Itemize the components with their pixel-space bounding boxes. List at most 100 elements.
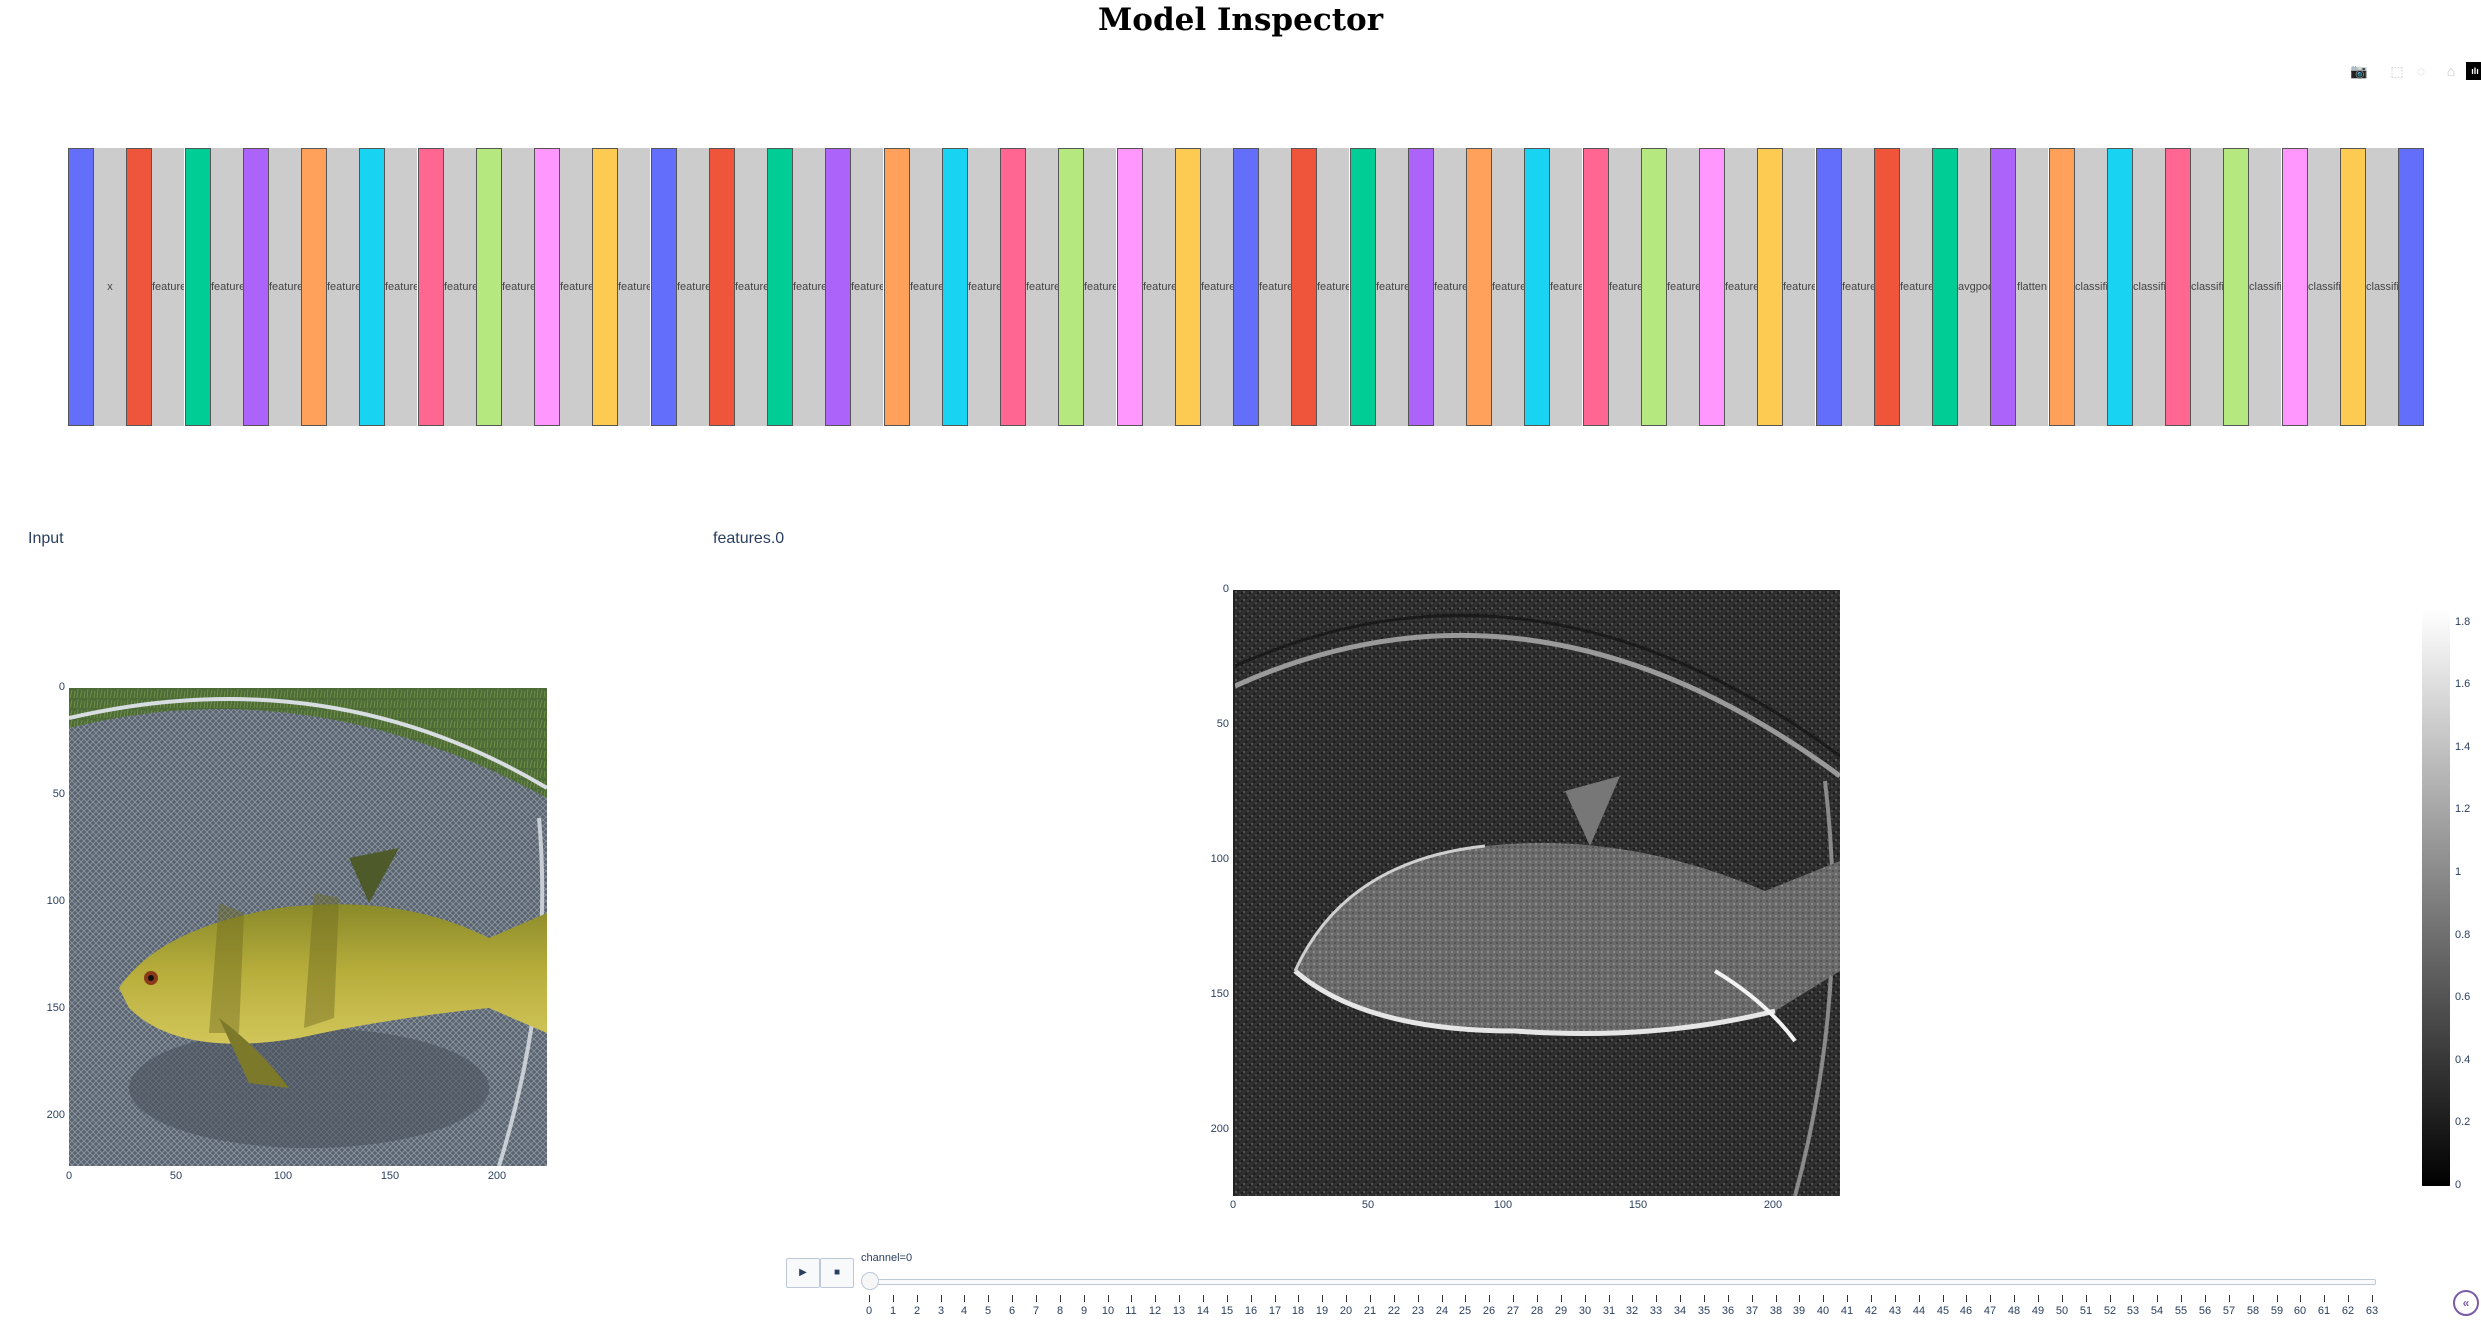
slider-step-label[interactable]: 32: [1625, 1305, 1639, 1317]
layer-label[interactable]: features.21: [1376, 148, 1408, 426]
layer-label[interactable]: classifier.2: [2191, 148, 2223, 426]
layer-label[interactable]: features.5: [444, 148, 476, 426]
layer-label[interactable]: features.11: [793, 148, 825, 426]
layer-label[interactable]: features.22: [1434, 148, 1466, 426]
layer-node-6[interactable]: [418, 148, 444, 426]
layer-label[interactable]: features.29: [1842, 148, 1874, 426]
slider-step-label[interactable]: 41: [1840, 1305, 1854, 1317]
layer-node-14[interactable]: [884, 148, 910, 426]
slider-step-label[interactable]: 4: [960, 1305, 968, 1317]
slider-step-label[interactable]: 48: [2007, 1305, 2021, 1317]
slider-step-label[interactable]: 45: [1936, 1305, 1950, 1317]
layer-label[interactable]: features.16: [1084, 148, 1116, 426]
slider-step-label[interactable]: 49: [2031, 1305, 2045, 1317]
slider-step-label[interactable]: 50: [2055, 1305, 2069, 1317]
layer-label[interactable]: features.23: [1492, 148, 1524, 426]
layer-node-22[interactable]: [1350, 148, 1376, 426]
layer-label[interactable]: features.15: [1026, 148, 1058, 426]
layer-node-2[interactable]: [185, 148, 211, 426]
slider-step-label[interactable]: 17: [1268, 1305, 1282, 1317]
slider-step-label[interactable]: 56: [2198, 1305, 2212, 1317]
slider-step-label[interactable]: 34: [1673, 1305, 1687, 1317]
layer-node-40[interactable]: [2398, 148, 2424, 426]
slider-step-label[interactable]: 25: [1458, 1305, 1472, 1317]
layer-label[interactable]: features.6: [502, 148, 534, 426]
layer-node-37[interactable]: [2223, 148, 2249, 426]
layer-node-16[interactable]: [1000, 148, 1026, 426]
layer-label[interactable]: features.18: [1201, 148, 1233, 426]
layer-node-28[interactable]: [1699, 148, 1725, 426]
layer-label[interactable]: features.1: [211, 148, 243, 426]
slider-step-label[interactable]: 29: [1554, 1305, 1568, 1317]
layer-node-24[interactable]: [1466, 148, 1492, 426]
layer-node-33[interactable]: [1990, 148, 2016, 426]
home-icon[interactable]: ⌂: [2446, 63, 2456, 79]
layer-label[interactable]: features.2: [269, 148, 301, 426]
slider-step-label[interactable]: 53: [2126, 1305, 2140, 1317]
layer-node-25[interactable]: [1524, 148, 1550, 426]
layer-label[interactable]: features.28: [1783, 148, 1815, 426]
lasso-icon[interactable]: ◌: [2416, 63, 2426, 79]
layer-node-4[interactable]: [301, 148, 327, 426]
layer-label[interactable]: classifier.3: [2249, 148, 2281, 426]
layer-node-1[interactable]: [126, 148, 152, 426]
layer-node-8[interactable]: [534, 148, 560, 426]
layer-label[interactable]: x: [94, 148, 126, 426]
slider-step-label[interactable]: 36: [1721, 1305, 1735, 1317]
slider-step-label[interactable]: 42: [1864, 1305, 1878, 1317]
channel-slider-grip[interactable]: [861, 1272, 879, 1290]
layer-label[interactable]: avgpool: [1958, 148, 1990, 426]
slider-step-label[interactable]: 60: [2293, 1305, 2307, 1317]
layer-label[interactable]: features.27: [1725, 148, 1757, 426]
slider-step-label[interactable]: 14: [1196, 1305, 1210, 1317]
layer-node-21[interactable]: [1291, 148, 1317, 426]
slider-step-label[interactable]: 1: [889, 1305, 897, 1317]
layer-node-27[interactable]: [1641, 148, 1667, 426]
slider-step-label[interactable]: 46: [1959, 1305, 1973, 1317]
layer-label[interactable]: features.4: [385, 148, 417, 426]
layer-node-15[interactable]: [942, 148, 968, 426]
layer-label[interactable]: features.7: [560, 148, 592, 426]
slider-step-label[interactable]: 26: [1482, 1305, 1496, 1317]
slider-step-label[interactable]: 44: [1912, 1305, 1926, 1317]
layer-node-36[interactable]: [2165, 148, 2191, 426]
layer-label[interactable]: features.10: [735, 148, 767, 426]
layer-node-39[interactable]: [2340, 148, 2366, 426]
layer-node-23[interactable]: [1408, 148, 1434, 426]
slider-step-label[interactable]: 30: [1578, 1305, 1592, 1317]
layer-node-18[interactable]: [1117, 148, 1143, 426]
slider-step-label[interactable]: 13: [1172, 1305, 1186, 1317]
layer-node-30[interactable]: [1816, 148, 1842, 426]
slider-step-label[interactable]: 40: [1816, 1305, 1830, 1317]
layer-node-38[interactable]: [2282, 148, 2308, 426]
layer-label[interactable]: features.17: [1143, 148, 1175, 426]
slider-step-label[interactable]: 8: [1056, 1305, 1064, 1317]
layer-label[interactable]: classifier.1: [2133, 148, 2165, 426]
layer-label[interactable]: classifier.4: [2308, 148, 2340, 426]
slider-step-label[interactable]: 18: [1291, 1305, 1305, 1317]
plotly-logo-icon[interactable]: ılı: [2466, 62, 2481, 80]
layer-label[interactable]: features.0: [152, 148, 184, 426]
slider-step-label[interactable]: 59: [2270, 1305, 2284, 1317]
layer-label[interactable]: features.3: [327, 148, 359, 426]
layer-node-9[interactable]: [592, 148, 618, 426]
slider-step-label[interactable]: 21: [1363, 1305, 1377, 1317]
slider-step-label[interactable]: 37: [1745, 1305, 1759, 1317]
layer-node-34[interactable]: [2049, 148, 2075, 426]
slider-step-label[interactable]: 33: [1649, 1305, 1663, 1317]
camera-icon[interactable]: 📷: [2350, 63, 2368, 79]
slider-step-label[interactable]: 43: [1888, 1305, 1902, 1317]
stop-button[interactable]: ■: [820, 1258, 854, 1288]
select-box-icon[interactable]: ⬚: [2390, 63, 2404, 79]
layer-label[interactable]: features.24: [1550, 148, 1582, 426]
slider-step-label[interactable]: 10: [1101, 1305, 1115, 1317]
slider-step-label[interactable]: 27: [1506, 1305, 1520, 1317]
layer-label[interactable]: flatten: [2016, 148, 2048, 426]
layer-label[interactable]: features.25: [1609, 148, 1641, 426]
slider-step-label[interactable]: 28: [1530, 1305, 1544, 1317]
layer-node-32[interactable]: [1932, 148, 1958, 426]
slider-step-label[interactable]: 12: [1148, 1305, 1162, 1317]
layer-label[interactable]: classifier.0: [2075, 148, 2107, 426]
layer-node-29[interactable]: [1757, 148, 1783, 426]
slider-step-label[interactable]: 54: [2150, 1305, 2164, 1317]
